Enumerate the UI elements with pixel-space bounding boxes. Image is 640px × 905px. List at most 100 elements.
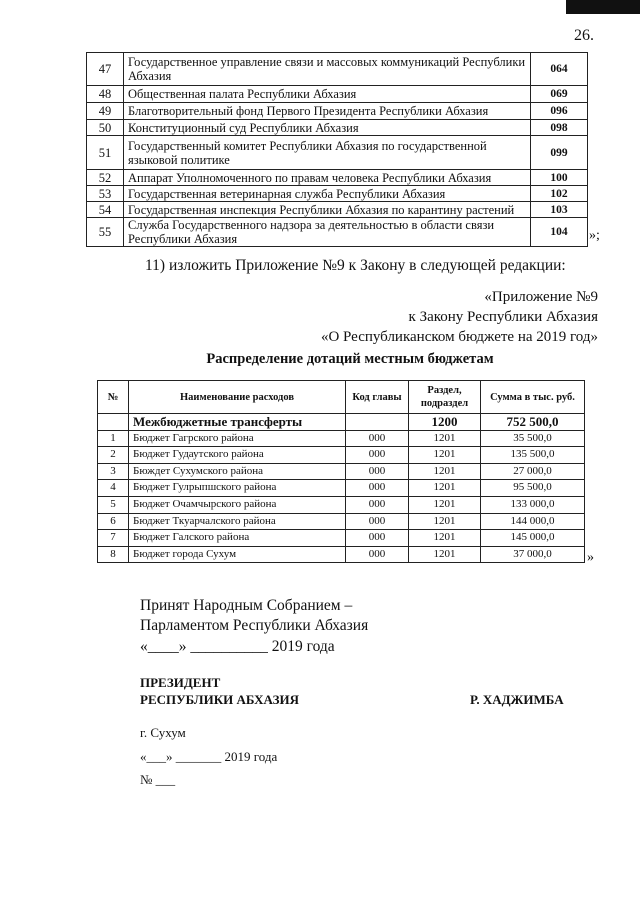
- row-number: 2: [97, 446, 129, 464]
- col-header-name: Наименование расходов: [128, 380, 346, 414]
- adoption-line-2: Парламентом Республики Абхазия: [140, 617, 369, 634]
- col-header-number: №: [97, 380, 129, 414]
- agency-name: Государственная ветеринарная служба Респ…: [123, 185, 531, 202]
- budget-name: Бюджет Галского района: [128, 529, 346, 547]
- agency-code: 064: [530, 52, 588, 86]
- col-header-section: Раздел, подраздел: [408, 380, 481, 414]
- chapter-code: 000: [345, 479, 409, 497]
- agency-name: Служба Государственного надзора за деяте…: [123, 217, 531, 247]
- chapter-code: 000: [345, 495, 409, 514]
- sum: 145 000,0: [480, 529, 585, 547]
- table-row: 51 Государственный комитет Республики Абх…: [86, 135, 588, 170]
- agency-code: 104: [530, 217, 588, 247]
- sum: 95 500,0: [480, 479, 585, 497]
- row-number: 1: [97, 429, 129, 448]
- table-row: 8 Бюджет города Сухум 000 1201 37 000,0: [97, 545, 585, 564]
- section-code: 1201: [408, 529, 481, 547]
- row-number: 53: [86, 185, 124, 202]
- table-row: 1 Бюджет Гагрского района 000 1201 35 500,0: [97, 429, 585, 448]
- row-number: 6: [97, 512, 129, 531]
- table-row: 2 Бюджет Гудаутского района 000 1201 135 500…: [97, 446, 585, 464]
- budget-name: Бюждет Сухумского района: [128, 462, 346, 481]
- doc-number: № ___: [140, 772, 176, 787]
- sum: 135 500,0: [480, 446, 585, 464]
- row-number: 4: [97, 479, 129, 497]
- agency-code: 103: [530, 201, 588, 218]
- row-number: 49: [86, 102, 124, 120]
- section-code: 1201: [408, 479, 481, 497]
- agency-name: Аппарат Уполномоченного по правам челове…: [123, 169, 531, 186]
- signature-name: Р. ХАДЖИМБА: [470, 692, 564, 707]
- total-name: Межбюджетные трансферты: [128, 413, 346, 431]
- row-number: 52: [86, 169, 124, 186]
- agency-name: Общественная палата Республики Абхазия: [123, 85, 531, 103]
- agency-name: Государственная инспекция Республики Абх…: [123, 201, 531, 218]
- scan-edge-mark: [566, 0, 640, 14]
- subsidies-table: № Наименование расходов Код главы Раздел…: [97, 380, 585, 564]
- row-number: 7: [97, 529, 129, 547]
- budget-name: Бюджет города Сухум: [128, 545, 346, 564]
- section-code: 1201: [408, 545, 481, 564]
- budget-name: Бюджет Очамчырского района: [128, 495, 346, 514]
- signature-title-2: РЕСПУБЛИКИ АБХАЗИЯ: [140, 692, 299, 707]
- sum: 27 000,0: [480, 462, 585, 481]
- agency-name: Государственный комитет Республики Абхаз…: [123, 135, 531, 170]
- agency-code: 069: [530, 85, 588, 103]
- section-code: 1201: [408, 495, 481, 514]
- budget-name: Бюджет Гудаутского района: [128, 446, 346, 464]
- place: г. Сухум: [140, 725, 186, 740]
- agency-name: Государственное управление связи и массо…: [123, 52, 531, 86]
- table-row: 55 Служба Государственного надзора за дея…: [86, 217, 588, 247]
- row-number: 55: [86, 217, 124, 247]
- table-row: 6 Бюджет Ткуарчалского района 000 1201 144 0…: [97, 512, 585, 531]
- chapter-code: 000: [345, 446, 409, 464]
- chapter-code: 000: [345, 529, 409, 547]
- agency-name: Конституционный суд Республики Абхазия: [123, 119, 531, 136]
- table-row: 48 Общественная палата Республики Абхазия…: [86, 85, 588, 103]
- chapter-code: 000: [345, 512, 409, 531]
- table-row: 5 Бюджет Очамчырского района 000 1201 133 00…: [97, 495, 585, 514]
- chapter-code: 000: [345, 462, 409, 481]
- adoption-date: «____» __________ 2019 года: [140, 638, 335, 655]
- table-row: 3 Бюждет Сухумского района 000 1201 27 000,0: [97, 462, 585, 481]
- appendix-line-3: «О Республиканском бюджете на 2019 год»: [320, 329, 598, 345]
- total-sum: 752 500,0: [480, 413, 585, 431]
- agency-code: 100: [530, 169, 588, 186]
- total-number: [97, 413, 129, 431]
- col-header-code: Код главы: [345, 380, 409, 414]
- agencies-table: 47 Государственное управление связи и мас…: [86, 52, 588, 247]
- chapter-code: 000: [345, 429, 409, 448]
- sum: 35 500,0: [480, 429, 585, 448]
- adoption-line-1: Принят Народным Собранием –: [140, 597, 353, 614]
- table-row: 47 Государственное управление связи и мас…: [86, 52, 588, 86]
- table-row: 49 Благотворительный фонд Первого Президе…: [86, 102, 588, 120]
- section-code: 1201: [408, 429, 481, 448]
- signature-title-1: ПРЕЗИДЕНТ: [140, 675, 221, 690]
- row-number: 3: [97, 462, 129, 481]
- section-code: 1201: [408, 446, 481, 464]
- table-closing-quote-2: »: [587, 550, 594, 565]
- table-row: 4 Бюджет Гулрыпшского района 000 1201 95 500…: [97, 479, 585, 497]
- total-code: [345, 413, 409, 431]
- agency-code: 099: [530, 135, 588, 170]
- section-code: 1201: [408, 512, 481, 531]
- row-number: 54: [86, 201, 124, 218]
- sum: 144 000,0: [480, 512, 585, 531]
- total-row: Межбюджетные трансферты 1200 752 500,0: [97, 413, 585, 431]
- budget-name: Бюджет Гулрыпшского района: [128, 479, 346, 497]
- sum: 133 000,0: [480, 495, 585, 514]
- row-number: 48: [86, 85, 124, 103]
- row-number: 51: [86, 135, 124, 170]
- col-header-sum: Сумма в тыс. руб.: [480, 380, 585, 414]
- chapter-code: 000: [345, 545, 409, 564]
- table-closing-quote: »;: [589, 228, 600, 243]
- sum: 37 000,0: [480, 545, 585, 564]
- total-section: 1200: [408, 413, 481, 431]
- budget-name: Бюджет Ткуарчалского района: [128, 512, 346, 531]
- agency-code: 102: [530, 185, 588, 202]
- agency-name: Благотворительный фонд Первого Президент…: [123, 102, 531, 120]
- table-row: 7 Бюджет Галского района 000 1201 145 000,0: [97, 529, 585, 547]
- appendix-line-1: «Приложение №9: [484, 289, 598, 305]
- row-number: 8: [97, 545, 129, 564]
- subsidies-title: Распределение дотаций местным бюджетам: [206, 351, 494, 367]
